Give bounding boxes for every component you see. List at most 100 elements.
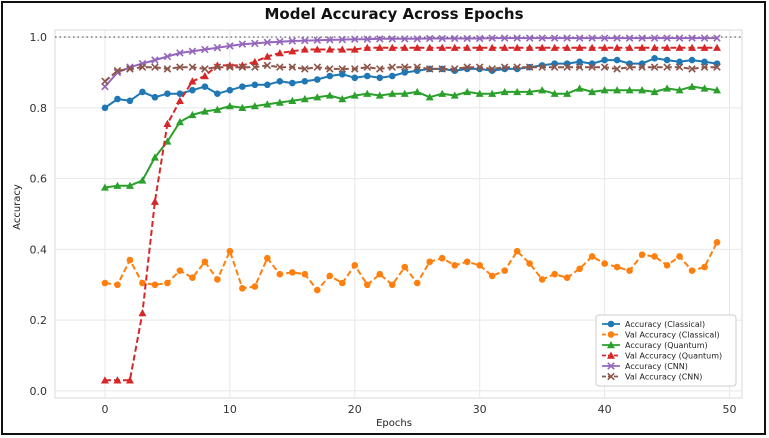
data-point	[400, 35, 409, 43]
legend-marker	[607, 320, 615, 328]
legend-marker	[607, 331, 615, 338]
data-point	[175, 118, 184, 126]
data-point	[189, 274, 196, 281]
data-point	[538, 34, 546, 42]
data-point	[563, 34, 571, 42]
data-point	[400, 63, 409, 71]
data-point	[450, 65, 459, 73]
data-point	[613, 86, 622, 94]
data-point	[326, 65, 334, 73]
data-point	[226, 247, 234, 255]
data-point	[713, 239, 721, 246]
data-point	[300, 45, 309, 53]
data-point	[638, 251, 646, 258]
data-point	[163, 65, 172, 73]
data-point	[413, 87, 422, 96]
data-point	[138, 63, 147, 71]
data-point	[176, 267, 184, 274]
data-point	[675, 86, 684, 94]
x-tick-label: 50	[723, 403, 737, 416]
data-point	[126, 97, 134, 105]
data-point	[251, 81, 259, 89]
plot-border	[54, 29, 743, 399]
x-axis-label: Epochs	[376, 418, 412, 429]
data-point	[263, 38, 272, 47]
data-point	[700, 34, 709, 42]
data-point	[101, 104, 109, 112]
data-point	[663, 56, 671, 64]
chart-title: Model Accuracy Across Epochs	[264, 5, 523, 23]
data-point	[513, 34, 521, 42]
series-line	[104, 37, 717, 88]
data-point	[551, 270, 558, 278]
data-point	[113, 376, 122, 384]
data-point	[550, 34, 559, 42]
data-point	[563, 43, 572, 51]
data-point	[651, 253, 658, 260]
data-point	[338, 65, 347, 73]
legend-label: Val Accuracy (Classical)	[625, 331, 720, 340]
data-point	[163, 119, 172, 127]
data-point	[525, 34, 534, 42]
data-point	[438, 65, 446, 73]
data-point	[326, 272, 334, 280]
data-point	[200, 72, 209, 80]
data-point	[550, 43, 559, 51]
data-point	[675, 34, 684, 42]
y-tick-label: 0.4	[30, 243, 48, 256]
data-point	[701, 263, 708, 271]
series-2	[100, 82, 722, 191]
data-point	[588, 34, 596, 42]
x-tick-label: 20	[348, 403, 362, 416]
data-point	[525, 43, 534, 51]
data-point	[213, 63, 222, 71]
data-point	[226, 63, 234, 71]
data-point	[338, 45, 347, 53]
data-point	[176, 49, 184, 57]
y-axis-label: Accuracy	[12, 184, 23, 230]
data-point	[338, 35, 347, 44]
data-point	[476, 262, 483, 269]
data-point	[600, 86, 609, 94]
data-point	[276, 78, 284, 85]
data-point	[375, 91, 384, 99]
data-point	[663, 43, 672, 51]
data-point	[189, 86, 196, 94]
data-point	[176, 90, 184, 97]
data-point	[413, 63, 422, 71]
data-point	[650, 63, 659, 71]
data-point	[225, 102, 234, 110]
data-point	[450, 34, 459, 43]
data-point	[513, 43, 522, 51]
data-point	[363, 89, 372, 97]
data-point	[350, 45, 359, 53]
data-point	[651, 55, 658, 62]
data-point	[676, 58, 683, 66]
data-point	[300, 95, 309, 103]
data-point	[501, 267, 508, 274]
data-point	[463, 43, 472, 51]
x-tick-label: 30	[473, 403, 487, 416]
data-point	[450, 43, 459, 51]
data-point	[363, 63, 372, 71]
data-point	[375, 43, 384, 51]
data-point	[388, 72, 396, 80]
data-point	[238, 40, 247, 48]
data-point	[314, 76, 321, 83]
data-point	[401, 263, 409, 271]
data-point	[576, 265, 583, 273]
data-point	[100, 183, 109, 191]
data-point	[563, 63, 571, 71]
data-point	[350, 91, 359, 99]
data-point	[301, 270, 309, 278]
data-point	[688, 267, 696, 274]
series-line	[104, 64, 717, 83]
data-point	[638, 86, 647, 94]
data-point	[700, 63, 709, 71]
data-point	[301, 78, 309, 85]
data-point	[500, 87, 509, 96]
data-point	[613, 43, 622, 51]
data-point	[313, 63, 322, 71]
data-point	[588, 63, 596, 71]
data-point	[338, 95, 347, 103]
